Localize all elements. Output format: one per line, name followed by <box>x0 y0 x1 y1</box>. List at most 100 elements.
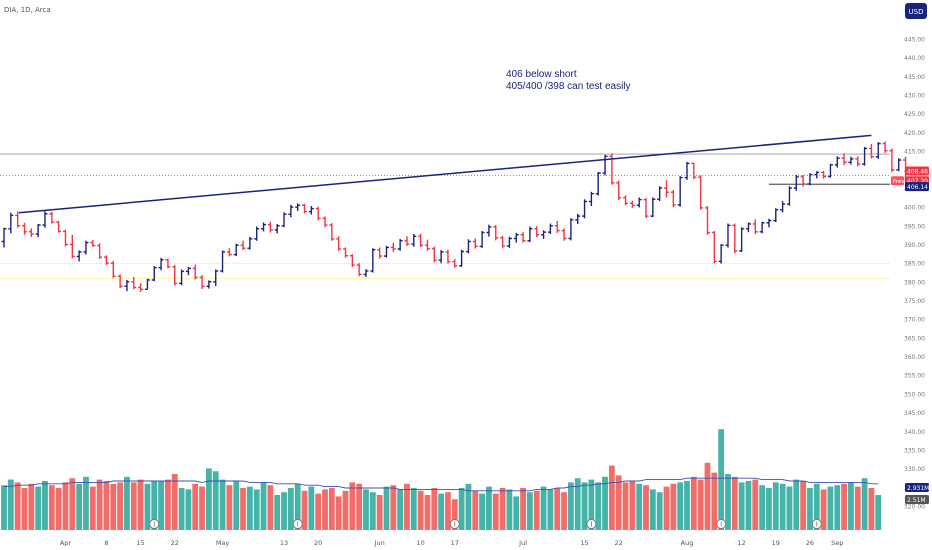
price-label-box[interactable] <box>905 166 929 176</box>
volume-bar <box>738 482 745 530</box>
volume-bar <box>110 483 117 530</box>
currency-label: USD <box>909 8 924 16</box>
volume-bar <box>178 488 185 530</box>
volume-ma-line <box>4 477 879 492</box>
volume-bar <box>376 495 383 530</box>
volume-bar <box>383 486 390 530</box>
ohlc-bar <box>780 201 786 213</box>
ohlc-bar <box>541 230 547 239</box>
trendline-group[interactable] <box>18 134 872 214</box>
ohlc-bar <box>882 141 888 153</box>
price-label: 407.20 <box>907 178 928 185</box>
volume-bar <box>793 479 800 530</box>
volume-bar <box>615 475 622 530</box>
ohlc-bar <box>896 158 902 172</box>
ohlc-bar <box>527 226 533 243</box>
prev-tag: Prev <box>893 179 906 185</box>
ohlc-bar <box>547 223 553 235</box>
x-tick-label: 19 <box>772 539 780 547</box>
ohlc-bar <box>179 269 185 286</box>
ohlc-bar <box>267 221 273 233</box>
volume-bar <box>451 499 458 530</box>
volume-bar <box>69 478 76 530</box>
y-tick-label: 320.00 <box>904 504 925 511</box>
volume-bar <box>417 490 424 530</box>
volume-bar <box>21 488 28 530</box>
volume-bar <box>841 483 847 530</box>
ohlc-bar <box>657 186 663 202</box>
ohlc-bar <box>766 218 772 228</box>
prev-tag-box[interactable] <box>891 176 904 186</box>
ohlc-bar <box>670 189 676 208</box>
volume-bar <box>165 479 171 530</box>
ohlc-bar <box>452 259 458 268</box>
volume-bar <box>335 496 342 530</box>
y-tick-label: 370.00 <box>904 317 925 324</box>
ohlc-bar <box>336 236 342 251</box>
volume-bar <box>697 479 704 530</box>
volume-bar <box>103 481 110 530</box>
volume-bar <box>759 485 766 530</box>
time-axis[interactable]: Apr 8 15 22 May 13 20 Jun 10 17 Jul 15 22 Aug 12 19 26 Se… <box>60 539 844 547</box>
x-tick-label: 15 <box>136 539 144 547</box>
volume-label-box[interactable] <box>905 495 929 504</box>
x-tick-label: 17 <box>451 539 459 547</box>
x-tick-label: Aug <box>681 539 694 547</box>
volume-bar <box>28 483 35 530</box>
volume-bar <box>62 482 69 530</box>
ohlc-bar <box>623 195 629 206</box>
ohlc-bar <box>786 186 792 206</box>
ohlc-bar <box>431 246 437 263</box>
volume-bar <box>779 483 786 530</box>
volume-bar <box>369 492 376 530</box>
ohlc-bar <box>302 203 308 214</box>
annotation-line-2: 405/400 /398 can test easily <box>506 81 631 92</box>
volume-bar <box>328 488 335 530</box>
volume-label-box[interactable] <box>905 483 929 492</box>
volume-bar <box>124 476 130 530</box>
volume-bar <box>745 481 752 530</box>
volume-bar <box>684 481 690 530</box>
volume-bar <box>89 486 96 530</box>
currency-badge[interactable] <box>905 3 927 19</box>
ohlc-bar <box>363 269 369 277</box>
ohlc-bar <box>138 283 144 292</box>
ohlc-bar <box>322 216 328 228</box>
ohlc-bar <box>76 250 82 262</box>
ohlc-bar <box>390 242 396 252</box>
x-tick-label: 15 <box>580 539 588 547</box>
volume-bar <box>608 465 615 530</box>
ohlc-bar <box>418 233 424 248</box>
ohlc-bar <box>582 199 588 219</box>
event-markers[interactable] <box>149 519 822 529</box>
price-bars <box>1 141 909 292</box>
ohlc-bar <box>506 236 512 248</box>
ohlc-bar <box>397 238 403 251</box>
volume-bar <box>199 486 205 530</box>
ohlc-bar <box>288 204 294 218</box>
trendline[interactable] <box>18 134 872 214</box>
price-axis[interactable]: 320.00325.00330.00335.00340.00345.00350.… <box>891 37 929 511</box>
volume-bar <box>424 495 431 530</box>
ohlc-bar <box>110 260 116 279</box>
ohlc-bar <box>213 269 219 286</box>
volume-bar <box>438 493 445 530</box>
volume-bar <box>96 479 103 530</box>
volume-bar <box>35 486 42 530</box>
y-tick-label: 335.00 <box>904 447 925 454</box>
ohlc-bar <box>1 227 7 248</box>
volume-bar <box>492 493 499 530</box>
ohlc-bar <box>725 223 731 248</box>
horizontal-levels <box>0 153 890 279</box>
volume-bar <box>533 490 540 530</box>
volume-bar <box>711 472 718 530</box>
ohlc-bar <box>28 228 34 238</box>
x-tick-label: Sep <box>831 539 843 547</box>
volume-bar <box>137 479 144 530</box>
ohlc-bar <box>534 226 540 238</box>
ohlc-bar <box>643 197 649 218</box>
ohlc-bar <box>711 231 717 264</box>
ohlc-bar <box>520 232 526 243</box>
price-label-box[interactable] <box>905 182 929 192</box>
